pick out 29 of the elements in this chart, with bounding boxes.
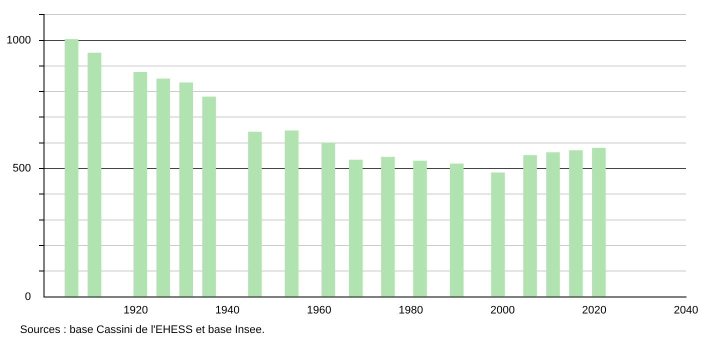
x-tick-label: 1940	[215, 304, 240, 316]
bar	[349, 160, 363, 297]
y-tick-label: 500	[12, 162, 31, 175]
bar	[592, 148, 606, 297]
source-note: Sources : base Cassini de l'EHESS et base Insee.	[20, 324, 265, 336]
bar	[88, 52, 102, 297]
y-tick-label: 1000	[6, 34, 31, 46]
bar	[156, 78, 170, 297]
x-tick-label: 1980	[398, 304, 424, 316]
y-tick-label: 0	[24, 290, 31, 303]
bar	[321, 142, 336, 297]
x-tick-label: 2020	[582, 304, 607, 316]
bar	[546, 152, 560, 297]
bar	[284, 130, 298, 297]
bar	[450, 164, 464, 297]
bar	[64, 39, 78, 297]
bar	[202, 96, 216, 297]
x-tick-label: 1960	[306, 304, 332, 316]
bar	[248, 132, 262, 297]
x-tick-label: 1920	[123, 304, 148, 316]
bar	[381, 156, 395, 297]
bar	[179, 82, 193, 297]
x-tick-label: 2040	[674, 304, 698, 316]
bar	[569, 150, 583, 297]
bar	[491, 172, 505, 297]
bar	[133, 72, 148, 297]
x-tick-label: 2000	[490, 304, 515, 316]
bar	[523, 155, 537, 297]
bar	[413, 160, 427, 297]
